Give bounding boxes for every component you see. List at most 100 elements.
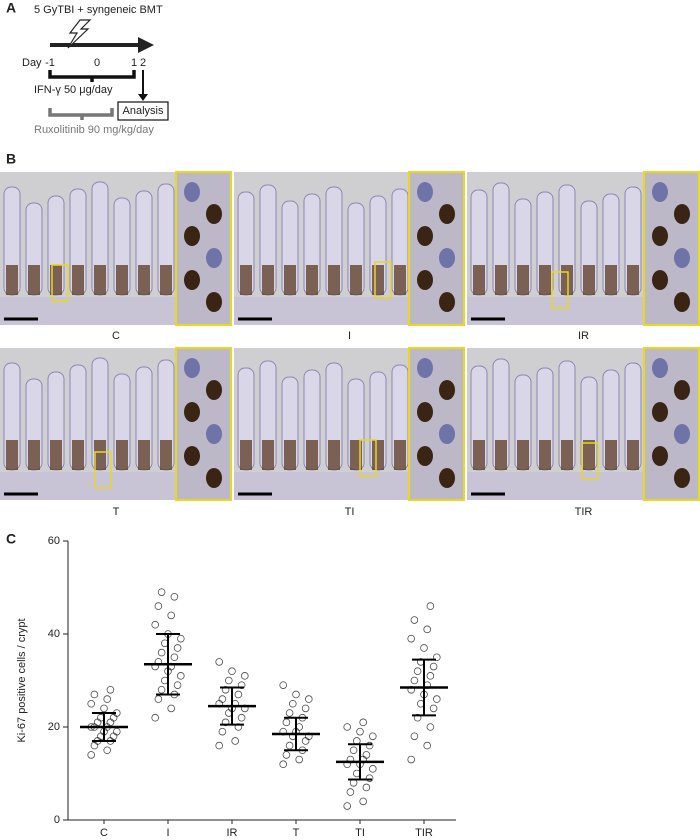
roi-box: [94, 451, 112, 489]
crypt-stain: [240, 440, 252, 470]
data-point: [304, 695, 313, 703]
data-point: [410, 616, 419, 624]
data-point: [106, 718, 115, 727]
data-point: [90, 690, 99, 699]
nucleus: [439, 468, 455, 488]
y-tick-label: 20: [48, 721, 60, 733]
ifn-label: IFN-γ 50 μg/day: [34, 84, 113, 96]
crypt-stain: [394, 440, 406, 470]
data-point: [151, 620, 160, 629]
data-point: [426, 672, 435, 680]
data-point: [292, 690, 300, 699]
inset: [643, 171, 700, 326]
data-point: [173, 681, 182, 689]
crypt-stain: [6, 265, 18, 295]
micrograph-label: TIR: [575, 506, 593, 518]
data-point: [407, 755, 416, 764]
data-point: [282, 751, 291, 759]
crypt-stain: [116, 265, 128, 295]
crypt-stain: [539, 265, 551, 295]
data-point: [87, 751, 95, 759]
data-point: [177, 672, 185, 680]
data-point: [109, 732, 118, 741]
data-point: [234, 690, 243, 699]
data-point: [410, 732, 419, 741]
data-point: [426, 602, 435, 610]
data-point: [103, 746, 111, 755]
nucleus: [206, 380, 222, 400]
crypt-stain: [72, 440, 84, 470]
y-axis-label: Ki-67 positive cells / crypt: [16, 618, 28, 742]
data-point: [432, 653, 441, 662]
nucleus: [417, 270, 433, 290]
crypt-stain: [160, 440, 172, 470]
data-point: [157, 588, 166, 596]
data-point: [301, 737, 310, 745]
data-point: [154, 602, 163, 610]
inset: [175, 347, 232, 501]
day: -1: [45, 57, 55, 69]
data-point: [423, 741, 432, 750]
data-point: [285, 741, 294, 750]
data-point: [343, 723, 352, 731]
crypt-stain: [473, 440, 485, 470]
data-point: [170, 592, 179, 601]
data-point: [282, 718, 291, 727]
data-point: [301, 704, 310, 713]
ruxolitinib-bracket: [48, 108, 114, 120]
data-point: [349, 746, 358, 755]
data-point: [295, 755, 304, 764]
arrow-head: [138, 94, 148, 101]
nucleus: [439, 204, 455, 224]
arrow-head: [138, 37, 154, 53]
nucleus: [206, 292, 222, 312]
nucleus: [652, 402, 668, 422]
nucleus: [674, 380, 690, 400]
crypt-stain: [583, 265, 595, 295]
crypt-stain: [328, 440, 340, 470]
crypt-stain: [94, 265, 106, 295]
data-point: [426, 723, 435, 731]
crypt-stain: [284, 440, 296, 470]
micrograph-label: T: [113, 506, 120, 518]
data-point: [368, 765, 377, 773]
data-point: [429, 662, 438, 671]
y-tick-label: 60: [48, 535, 60, 547]
data-point: [407, 634, 416, 643]
data-point: [151, 713, 160, 722]
x-tick-label: C: [100, 827, 108, 839]
nucleus: [206, 424, 222, 444]
micrographs: C I IR T TI TIR: [0, 171, 700, 518]
nucleus: [184, 270, 200, 290]
crypt-stain: [627, 440, 639, 470]
ruxolitinib-label: Ruxolitinib 90 mg/kg/day: [34, 124, 154, 136]
data-point: [279, 760, 288, 768]
crypt-stain: [116, 440, 128, 470]
crypt-stain: [605, 265, 617, 295]
nucleus: [439, 292, 455, 312]
data-point: [218, 727, 227, 736]
y-tick-label: 40: [48, 628, 60, 640]
data-point: [237, 681, 246, 689]
inset: [408, 347, 465, 501]
inset: [643, 347, 700, 501]
nucleus: [439, 424, 455, 444]
radiation-bolt: [67, 19, 92, 49]
nucleus: [184, 182, 200, 202]
nucleus: [206, 468, 222, 488]
crypt-stain: [473, 265, 485, 295]
data-point: [93, 718, 102, 727]
crypt-stain: [372, 440, 384, 470]
data-point: [231, 737, 240, 745]
crypt-stain: [50, 265, 62, 295]
crypt-stain: [306, 265, 318, 295]
data-point: [170, 653, 179, 662]
x-tick-label: TIR: [415, 827, 433, 839]
data-point: [343, 802, 352, 810]
crypt-stain: [28, 440, 40, 470]
chart: 0 20 40 60 Ki-67 positive cells / crypt C I IR T…: [16, 535, 456, 839]
nucleus: [184, 226, 200, 246]
crypt-stain: [561, 265, 573, 295]
analysis-box: [117, 101, 169, 121]
